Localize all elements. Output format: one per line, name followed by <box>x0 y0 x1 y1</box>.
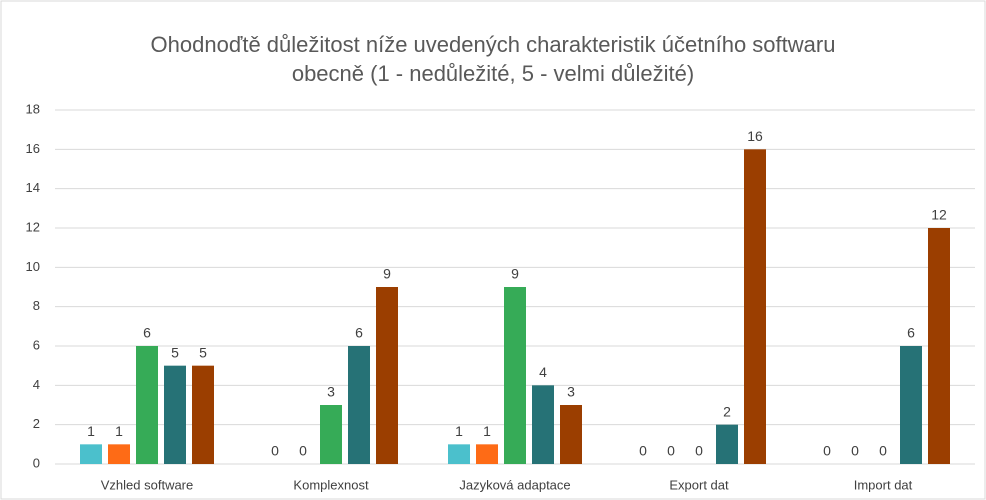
data-label: 5 <box>199 344 207 360</box>
bar <box>900 346 922 464</box>
data-label: 6 <box>143 325 151 341</box>
data-label: 0 <box>851 443 859 459</box>
bar <box>716 424 738 464</box>
data-label: 0 <box>639 443 647 459</box>
data-label: 16 <box>747 128 763 144</box>
bar <box>504 287 526 464</box>
bar <box>928 228 950 464</box>
x-tick-label: Vzhled software <box>101 477 194 492</box>
y-tick-label: 14 <box>26 180 40 195</box>
bar <box>532 385 554 464</box>
y-tick-label: 12 <box>26 219 40 234</box>
data-label: 9 <box>511 266 519 282</box>
data-label: 1 <box>455 423 463 439</box>
bar <box>348 346 370 464</box>
y-tick-label: 18 <box>26 101 40 116</box>
bar <box>192 365 214 464</box>
data-label: 9 <box>383 266 391 282</box>
data-label: 0 <box>299 443 307 459</box>
y-tick-label: 0 <box>33 455 40 470</box>
y-tick-label: 2 <box>33 416 40 431</box>
data-label: 6 <box>907 325 915 341</box>
data-label: 1 <box>87 423 95 439</box>
data-label: 0 <box>271 443 279 459</box>
data-label: 3 <box>567 384 575 400</box>
data-label: 0 <box>879 443 887 459</box>
data-label: 1 <box>115 423 123 439</box>
y-tick-label: 8 <box>33 298 40 313</box>
y-tick-label: 10 <box>26 259 40 274</box>
data-label: 0 <box>667 443 675 459</box>
data-label: 2 <box>723 403 731 419</box>
x-tick-label: Export dat <box>669 477 729 492</box>
chart-title: Ohodnoďtě důležitost níže uvedených char… <box>150 32 836 86</box>
bar <box>320 405 342 464</box>
x-tick-label: Jazyková adaptace <box>459 477 570 492</box>
data-label: 4 <box>539 364 547 380</box>
bar <box>80 444 102 464</box>
y-tick-label: 4 <box>33 377 40 392</box>
bar <box>136 346 158 464</box>
data-label: 0 <box>823 443 831 459</box>
bar <box>560 405 582 464</box>
data-label: 0 <box>695 443 703 459</box>
bar <box>108 444 130 464</box>
data-label: 3 <box>327 384 335 400</box>
y-tick-label: 6 <box>33 337 40 352</box>
x-tick-label: Import dat <box>854 477 913 492</box>
bar <box>376 287 398 464</box>
bar <box>448 444 470 464</box>
y-tick-label: 16 <box>26 141 40 156</box>
data-label: 6 <box>355 325 363 341</box>
bar <box>164 365 186 464</box>
x-tick-label: Komplexnost <box>293 477 369 492</box>
bar <box>476 444 498 464</box>
bar <box>744 149 766 465</box>
data-label: 5 <box>171 344 179 360</box>
data-label: 12 <box>931 207 947 223</box>
data-label: 1 <box>483 423 491 439</box>
